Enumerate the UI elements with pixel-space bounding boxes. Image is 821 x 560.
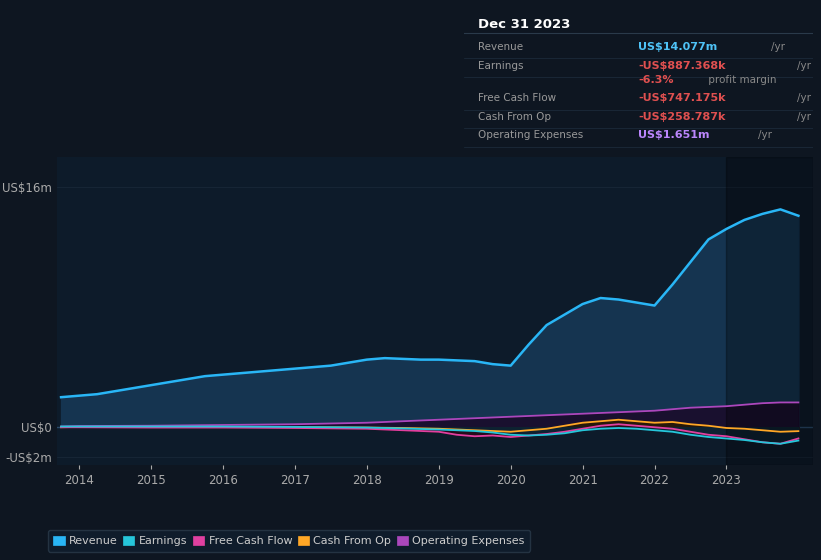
Text: /yr: /yr (771, 42, 785, 52)
Text: US$1.651m: US$1.651m (639, 130, 710, 141)
Text: Free Cash Flow: Free Cash Flow (478, 94, 556, 104)
Text: Operating Expenses: Operating Expenses (478, 130, 583, 141)
Text: Revenue: Revenue (478, 42, 523, 52)
Text: Earnings: Earnings (478, 60, 523, 71)
Text: Dec 31 2023: Dec 31 2023 (478, 18, 571, 31)
Text: /yr: /yr (797, 112, 811, 122)
Text: /yr: /yr (758, 130, 772, 141)
Legend: Revenue, Earnings, Free Cash Flow, Cash From Op, Operating Expenses: Revenue, Earnings, Free Cash Flow, Cash … (48, 530, 530, 552)
Text: /yr: /yr (797, 60, 811, 71)
Text: -US$747.175k: -US$747.175k (639, 94, 726, 104)
Text: -US$258.787k: -US$258.787k (639, 112, 726, 122)
Text: /yr: /yr (797, 94, 811, 104)
Text: Cash From Op: Cash From Op (478, 112, 551, 122)
Text: -US$887.368k: -US$887.368k (639, 60, 726, 71)
Text: -6.3%: -6.3% (639, 75, 674, 85)
Bar (727, 157, 813, 465)
Text: US$14.077m: US$14.077m (639, 42, 718, 52)
Text: profit margin: profit margin (704, 75, 776, 85)
